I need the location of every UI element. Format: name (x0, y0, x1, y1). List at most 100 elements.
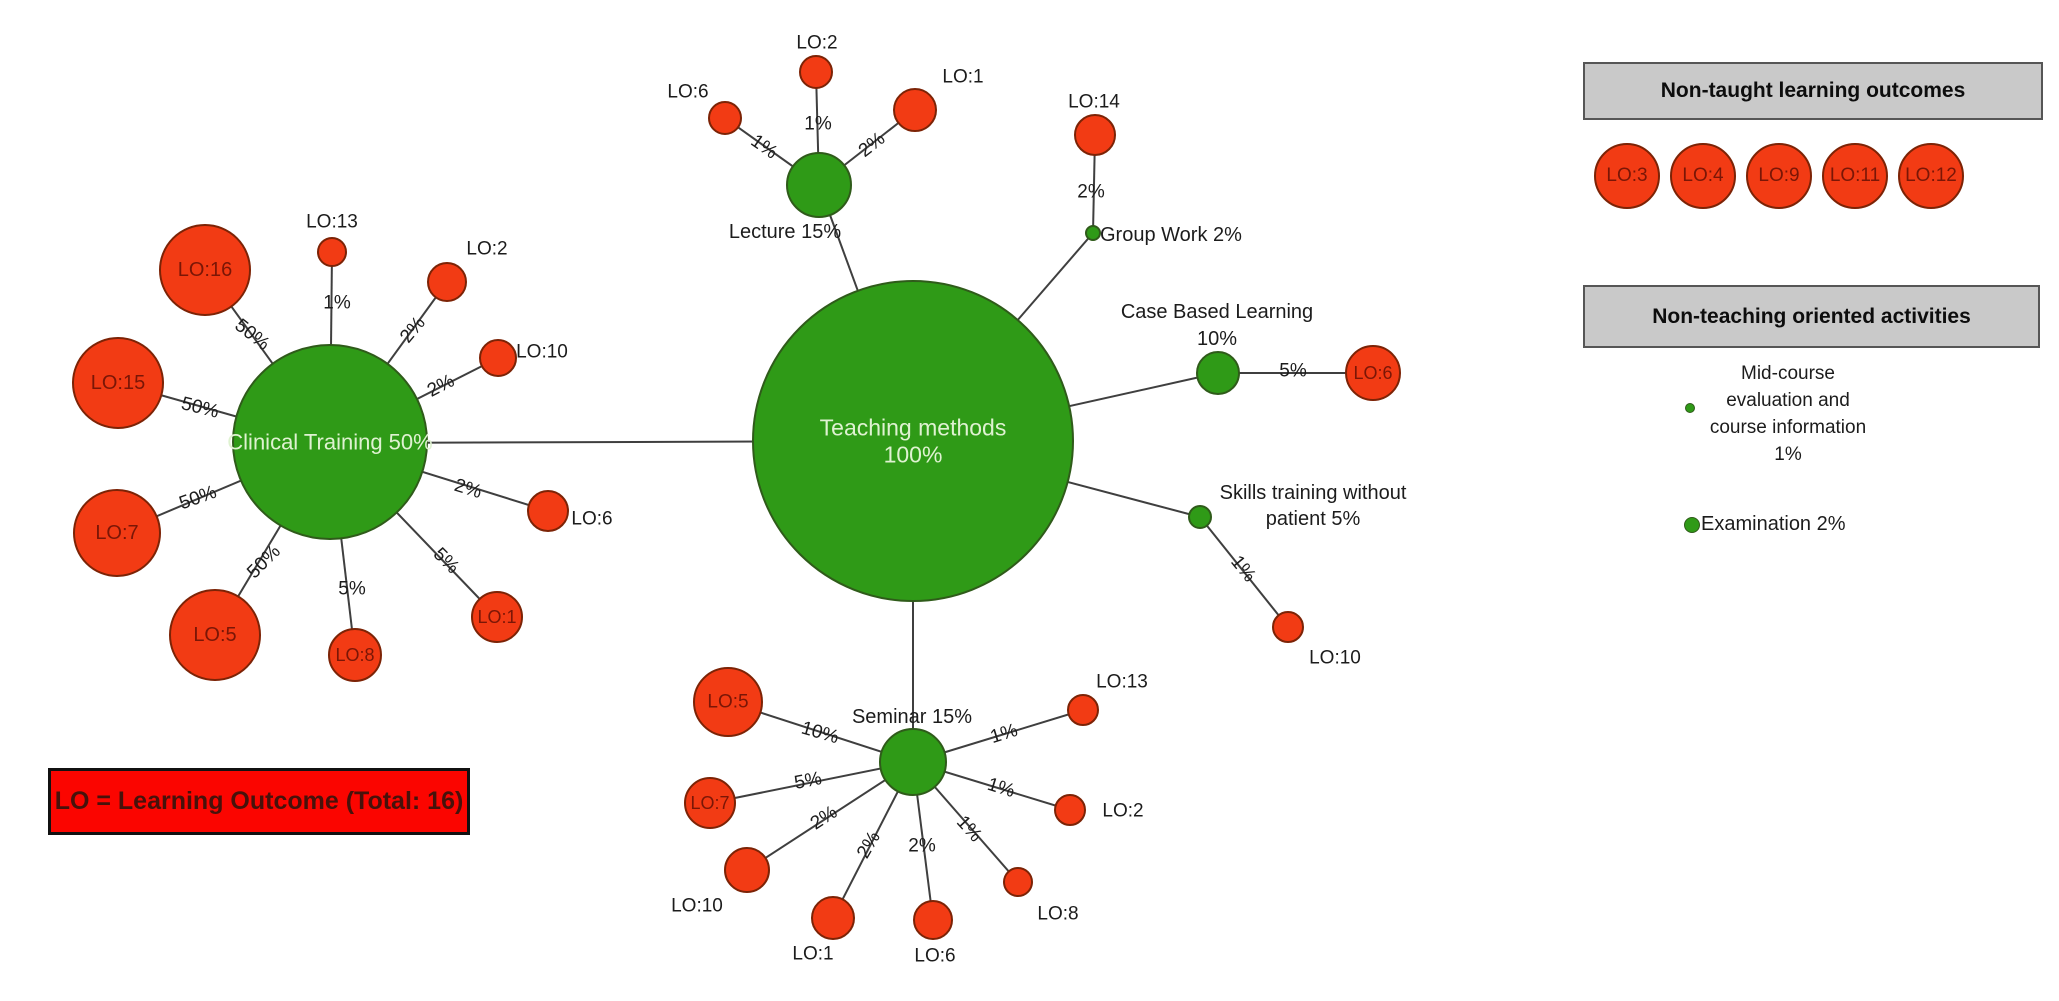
graph-node-lecture (786, 152, 852, 218)
node-label-ct-lo5: LO:5 (193, 624, 236, 646)
graph-node-label: LO:1 (942, 67, 983, 88)
graph-node-ct-lo16 (159, 224, 251, 316)
graph-node-label: LO:10 (1309, 648, 1361, 669)
graph-node-ct-lo13 (317, 237, 347, 267)
graph-node-ct-lo8 (328, 628, 382, 682)
edge-percentage-label: 10% (799, 718, 841, 749)
non-taught-lo-circle: LO:11 (1822, 143, 1888, 209)
graph-node-teaching-methods (752, 280, 1074, 602)
graph-node-label: LO:10 (671, 896, 723, 917)
edge-percentage-label: 50% (231, 315, 274, 355)
examination-dot-icon (1684, 517, 1700, 533)
node-label-ct-lo7: LO:7 (95, 522, 138, 544)
graph-node-skills-training (1188, 505, 1212, 529)
node-label-sem-lo5: LO:5 (707, 692, 748, 713)
node-label-teaching-methods: Teaching methods 100% (820, 415, 1007, 468)
non-taught-lo-circle: LO:9 (1746, 143, 1812, 209)
legend-box: LO = Learning Outcome (Total: 16) (48, 768, 470, 835)
graph-node-cbl-lo6 (1345, 345, 1401, 401)
edge-percentage-label: 5% (429, 544, 463, 578)
graph-node-label: LO:13 (306, 212, 358, 233)
node-label-ct-lo1: LO:1 (477, 607, 516, 627)
edge-percentage-label: 50% (177, 482, 220, 515)
edge-percentage-label: 1% (323, 293, 351, 314)
graph-nodes-layer (72, 55, 1401, 940)
lo-circle-label: LO:12 (1905, 165, 1957, 186)
edge-percentage-label: 2% (1077, 182, 1105, 203)
node-label-cbl-lo6: LO:6 (1353, 363, 1392, 383)
graph-node-label: LO:8 (1037, 904, 1078, 925)
graph-node-ct-lo2 (427, 262, 467, 302)
graph-node-ct-lo15 (72, 337, 164, 429)
graph-node-ct-lo6 (527, 490, 569, 532)
graph-node-label: Lecture 15% (729, 221, 842, 243)
graph-node-label: LO:13 (1096, 672, 1148, 693)
edge-percentage-label: 1% (985, 774, 1018, 802)
lo-circle-label: LO:4 (1682, 165, 1724, 186)
graph-node-label: Skills training without patient 5% (1220, 482, 1407, 530)
lo-circle-label: LO:9 (1758, 165, 1800, 186)
graph-node-ct-lo7 (73, 489, 161, 577)
graph-node-label: Case Based Learning 10% (1121, 301, 1313, 350)
graph-node-label: LO:14 (1068, 92, 1120, 113)
graph-node-label: LO:1 (792, 944, 833, 965)
graph-node-label: LO:10 (516, 342, 568, 363)
edge-percentage-label: 2% (908, 836, 936, 857)
non-teaching-activities-header-label: Non-teaching oriented activities (1652, 304, 1971, 328)
graph-node-sem-lo1 (811, 896, 855, 940)
non-taught-lo-circle: LO:3 (1594, 143, 1660, 209)
graph-node-label: LO:2 (796, 33, 837, 54)
non-taught-lo-circle: LO:4 (1670, 143, 1736, 209)
edge-percentage-label: 2% (424, 370, 458, 401)
non-taught-outcomes-header-label: Non-taught learning outcomes (1660, 79, 1966, 102)
edge-percentage-label: 5% (1279, 361, 1307, 382)
graph-edge (1199, 516, 1289, 628)
mid-course-dot-icon (1685, 403, 1695, 413)
graph-node-ct-lo10 (479, 339, 517, 377)
node-label-clinical-training: Clinical Training 50% (227, 430, 432, 455)
graph-node-sem-lo2 (1054, 794, 1086, 826)
graph-node-sem-lo8 (1003, 867, 1033, 897)
graph-node-case-based-learning (1196, 351, 1240, 395)
edge-percentage-label: 5% (793, 768, 824, 794)
graph-node-label: LO:6 (667, 82, 708, 103)
graph-node-sem-lo5 (693, 667, 763, 737)
non-taught-outcomes-row: LO:3 LO:4 LO:9 LO:11 LO:12 (1594, 143, 1964, 209)
graph-node-ct-lo5 (169, 589, 261, 681)
edge-percentage-label: 1% (747, 131, 782, 164)
graph-node-gw-lo14 (1074, 114, 1116, 156)
edge-percentage-label: 2% (807, 802, 842, 835)
non-teaching-activities-header: Non-teaching oriented activities (1583, 285, 2040, 348)
edge-percentage-label: 2% (452, 475, 485, 503)
node-label-sem-lo7: LO:7 (690, 793, 729, 813)
graph-node-sem-lo13 (1067, 694, 1099, 726)
graph-node-label: LO:2 (1102, 801, 1143, 822)
edge-percentage-label: 1% (804, 114, 832, 135)
lo-circle-label: LO:3 (1606, 165, 1648, 186)
edge-percentage-label: 50% (179, 393, 221, 423)
graph-node-lec-lo1 (893, 88, 937, 132)
graph-node-seminar (879, 728, 947, 796)
graph-node-ct-lo1 (471, 591, 523, 643)
graph-node-label: LO:6 (571, 509, 612, 530)
node-label-ct-lo15: LO:15 (91, 372, 145, 394)
graph-node-clinical-training (232, 344, 428, 540)
graph-node-sem-lo6 (913, 900, 953, 940)
graph-node-label: LO:2 (466, 239, 507, 260)
graph-node-sem-lo7 (684, 777, 736, 829)
non-taught-lo-circle: LO:12 (1898, 143, 1964, 209)
node-label-ct-lo16: LO:16 (178, 259, 232, 281)
graph-node-group-work (1085, 225, 1101, 241)
graph-edge (709, 761, 914, 804)
edge-percentage-label: 2% (396, 313, 430, 348)
lo-circle-label: LO:11 (1829, 165, 1881, 186)
edge-percentage-label: 1% (988, 720, 1021, 748)
examination-note: Examination 2% (1701, 513, 1846, 535)
graph-node-label: Group Work 2% (1100, 224, 1242, 246)
edge-percentage-label: 5% (338, 579, 366, 600)
graph-labels-layer: 50%1%2%2%50%50% 2%50%5%5%1%1%2%2%5%1%10%5… (91, 33, 1407, 967)
edge-percentage-label: 2% (853, 828, 885, 862)
graph-node-st-lo10 (1272, 611, 1304, 643)
